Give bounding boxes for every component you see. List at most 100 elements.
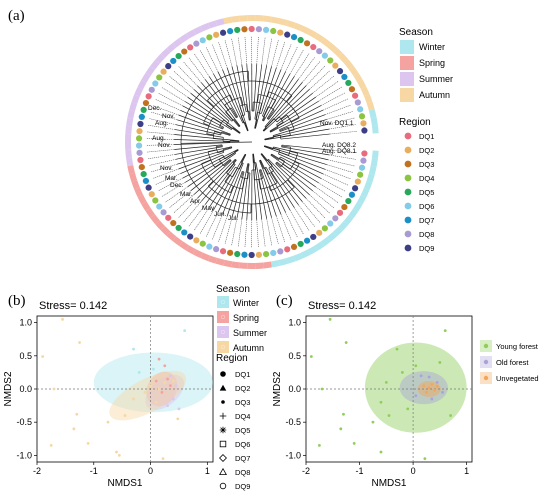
tree-branch (265, 167, 291, 211)
tree-branch (206, 133, 214, 136)
region-dot (148, 191, 155, 198)
data-point (115, 450, 118, 454)
tree-branch (197, 85, 233, 122)
tree-branch (276, 162, 282, 168)
season-ring-segment (129, 172, 138, 182)
tree-branch (279, 109, 324, 131)
tree-branch (241, 171, 244, 178)
region-dot (310, 43, 317, 51)
legend-region-title: Region (216, 353, 248, 364)
legend-season-label: Autumn (233, 343, 264, 353)
tree-branch (264, 128, 329, 141)
tree-branch (252, 153, 258, 220)
tree-branch (259, 169, 264, 179)
legend-season-label: Autumn (419, 90, 450, 100)
tip-label (285, 46, 298, 72)
season-ring-segment (185, 245, 196, 255)
season-ring-segment (255, 15, 264, 22)
season-ring-segment (215, 257, 225, 266)
tip-label (146, 131, 175, 135)
tip-label (188, 56, 206, 80)
data-point (132, 347, 135, 351)
region-dot (284, 31, 291, 38)
tip-label-text: Apr. (190, 198, 202, 205)
legend-region-shape (221, 400, 225, 404)
season-ring-segment (239, 262, 248, 269)
data-point (425, 390, 428, 394)
tree-branch (230, 186, 234, 193)
data-point (449, 414, 452, 417)
legend-region-label: DQ4 (419, 174, 434, 183)
season-ring-segment (145, 66, 155, 77)
data-point (352, 442, 356, 445)
region-dot (351, 185, 359, 192)
tip-label (329, 130, 358, 135)
legend-season-swatch (400, 72, 414, 86)
tree-branch (252, 153, 255, 163)
season-ring-segment (286, 20, 296, 29)
tree-branch (241, 154, 246, 163)
data-point (406, 407, 410, 411)
tree-branch (222, 69, 248, 132)
tip-label (324, 169, 352, 180)
tip-label (218, 41, 228, 69)
season-ring-segment (320, 37, 331, 48)
data-point (342, 412, 345, 416)
data-point (157, 387, 161, 391)
data-point (137, 371, 141, 374)
tree-branch (259, 160, 282, 215)
tip-label (318, 182, 343, 198)
region-dot (234, 250, 241, 258)
tree-branch (273, 134, 281, 137)
data-point (151, 367, 155, 371)
region-dot (327, 220, 334, 227)
y-tick-label: 0.0 (19, 384, 32, 394)
tree-branch (257, 94, 259, 103)
y-tick-label: 1.0 (19, 318, 32, 328)
legend-a: Season Winter Spring Summer Autumn Region DQ1 D… (399, 27, 453, 253)
tree-branch (264, 145, 327, 165)
region-dot (290, 34, 298, 41)
season-ring-segment (166, 231, 177, 242)
tip-label (256, 219, 259, 248)
confidence-ellipse (109, 370, 187, 421)
region-dot (175, 52, 182, 60)
tip-label (328, 124, 357, 130)
season-ring-segment (126, 157, 134, 167)
tree-branch (260, 159, 286, 213)
legend-region-label: DQ7 (235, 454, 250, 463)
legend-region-dot (404, 174, 412, 182)
tree-branch (212, 117, 222, 124)
legend-region-label: DQ2 (419, 146, 434, 155)
tree-branch (267, 91, 270, 97)
region-dot (348, 191, 356, 198)
region-dot (341, 203, 348, 211)
region-dot (187, 233, 194, 240)
region-dot (138, 113, 145, 121)
tip-label (276, 41, 286, 68)
season-ring-segment (368, 165, 377, 175)
tree-branch (174, 129, 224, 138)
season-ring-segment (293, 252, 303, 262)
legend-season-label: Spring (233, 313, 259, 323)
tip-label (329, 149, 358, 154)
tree-branch (271, 154, 279, 160)
tip-label (302, 201, 321, 224)
season-ring-segment (231, 261, 241, 269)
legend-region-label: DQ3 (419, 160, 434, 169)
tip-label (193, 207, 210, 231)
data-point (163, 364, 167, 368)
season-ring-segment (172, 236, 183, 247)
region-dot (303, 40, 311, 47)
tree-branch (270, 126, 279, 132)
season-ring-segment (137, 79, 147, 90)
data-point (441, 390, 444, 394)
region-dot (142, 99, 150, 107)
region-dot (170, 57, 177, 65)
tip-label-text: Aug. DQ8.1 (322, 148, 356, 155)
tip-label (298, 56, 316, 80)
legend-region-label: DQ8 (419, 230, 434, 239)
region-dot (156, 74, 163, 81)
tree-branch (230, 140, 240, 142)
season-ring-segment (247, 262, 256, 269)
